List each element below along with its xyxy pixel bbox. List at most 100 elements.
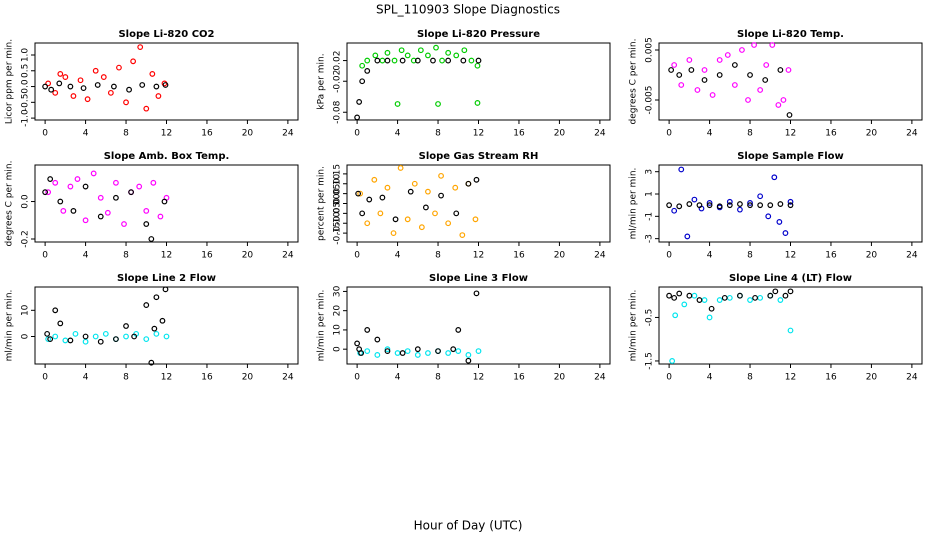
data-point [358, 350, 365, 356]
data-point [359, 210, 366, 217]
data-point [364, 57, 371, 64]
data-point [435, 101, 441, 107]
data-point [709, 92, 716, 98]
data-point [777, 201, 784, 207]
x-tick-label: 20 [242, 129, 254, 139]
data-point [357, 190, 364, 197]
data-point [785, 67, 792, 73]
x-tick-label: 8 [435, 251, 441, 261]
data-point [473, 176, 480, 183]
x-tick-label: 8 [123, 373, 129, 383]
y-tick-label: -0.05 [333, 202, 343, 225]
x-tick-label: 0 [354, 373, 360, 383]
data-point [72, 330, 79, 337]
data-point [131, 333, 138, 340]
data-point [57, 320, 64, 327]
y-tick-label: 3 [645, 169, 655, 175]
data-point [786, 112, 793, 118]
data-point [757, 294, 764, 301]
data-point [726, 202, 733, 209]
y-tick-label: -0.5 [645, 309, 655, 327]
data-point [787, 288, 794, 295]
data-point [45, 336, 52, 343]
data-point [45, 189, 52, 196]
data-point [461, 47, 468, 54]
data-point [438, 172, 444, 179]
data-point [671, 62, 678, 68]
y-tick-label: -0.005 [645, 85, 655, 114]
data-point [155, 93, 162, 99]
data-point [762, 77, 769, 83]
data-point [77, 77, 84, 84]
data-point [371, 176, 378, 183]
data-point [757, 87, 764, 93]
data-point [162, 286, 169, 293]
data-point [113, 194, 119, 201]
data-point [739, 47, 745, 53]
data-point [676, 72, 683, 78]
x-tick-label: 0 [42, 251, 48, 261]
data-point [149, 71, 156, 77]
data-point [42, 189, 49, 196]
data-point [113, 336, 119, 343]
data-point [668, 67, 675, 73]
y-axis-label: ml/min per min. [629, 168, 639, 240]
data-point [52, 179, 59, 186]
x-tick-label: 0 [354, 129, 360, 139]
data-point [97, 213, 104, 220]
data-point [452, 184, 459, 191]
data-point [80, 85, 87, 92]
data-point [671, 207, 678, 214]
x-axis-label: Hour of Day (UTC) [414, 519, 523, 533]
x-tick-label: 24 [906, 251, 918, 261]
y-axis-label: kPa per min. [317, 53, 327, 109]
y-tick-label: 0.00 [333, 193, 343, 213]
data-point [472, 216, 479, 223]
data-point [453, 210, 460, 217]
panel-title: Slope Line 2 Flow [117, 273, 216, 284]
data-point [777, 67, 784, 73]
panel-title: Slope Amb. Box Temp. [104, 151, 230, 162]
x-tick-label: 8 [435, 129, 441, 139]
x-tick-label: 16 [513, 373, 525, 383]
x-tick-label: 24 [906, 373, 918, 383]
data-point [474, 62, 481, 69]
data-point [701, 77, 708, 83]
panel-title: Slope Gas Stream RH [419, 151, 539, 162]
data-point [787, 198, 794, 205]
data-point [414, 57, 421, 64]
data-point [678, 82, 685, 88]
data-point [377, 210, 384, 217]
data-point [726, 294, 733, 301]
data-point [90, 170, 97, 177]
data-point [399, 350, 406, 356]
data-point [384, 57, 391, 64]
data-point [777, 297, 784, 303]
data-point [57, 198, 64, 205]
data-point [364, 327, 371, 333]
data-point [159, 317, 166, 324]
data-point [398, 47, 405, 54]
data-point [691, 292, 698, 299]
data-point [411, 180, 418, 187]
data-point [116, 64, 122, 71]
y-tick-label: 0.10 [333, 173, 343, 193]
data-point [102, 330, 109, 337]
data-point [465, 357, 472, 364]
data-point [67, 183, 74, 190]
y-tick-label: 10 [333, 324, 343, 336]
data-point [757, 202, 764, 209]
y-tick-label: -0.15 [333, 221, 343, 244]
data-point [706, 200, 713, 206]
plot-frame [658, 42, 923, 121]
data-point [356, 99, 363, 105]
data-point [123, 99, 129, 106]
data-point [445, 49, 452, 56]
data-point [126, 86, 132, 93]
y-tick-label: -0.08 [333, 100, 343, 124]
data-point [432, 210, 438, 217]
y-tick-label: -1 [645, 212, 655, 221]
data-point [465, 180, 472, 187]
y-tick-label: 0.0 [21, 79, 31, 94]
